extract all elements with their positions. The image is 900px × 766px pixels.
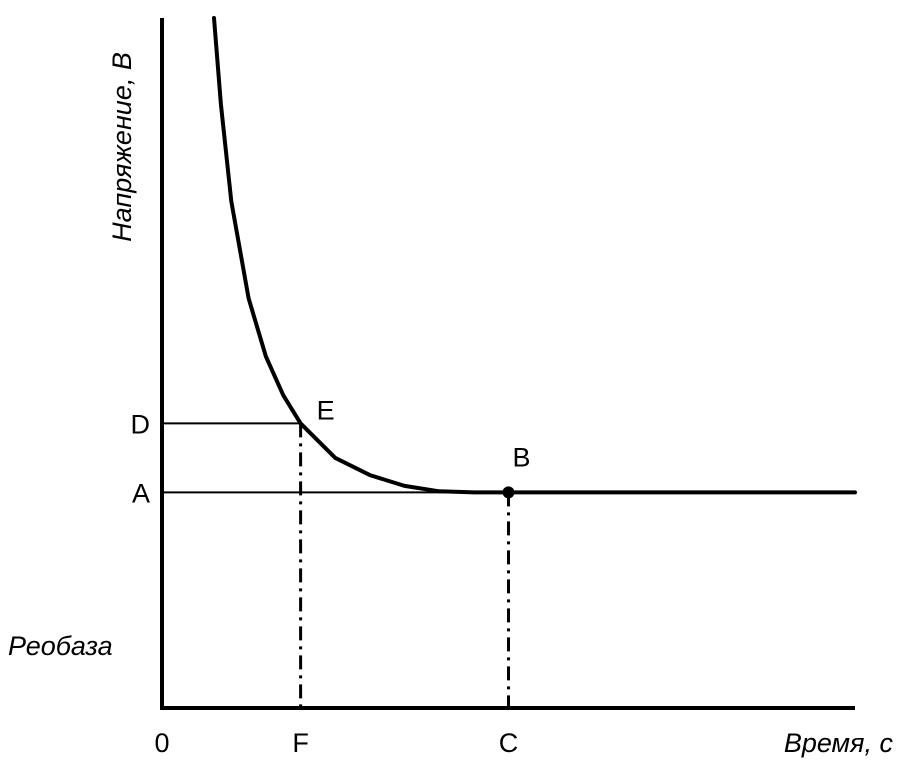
x-axis-label: Время, с: [784, 728, 894, 758]
x-tick-label-0: 0: [154, 728, 169, 758]
point-label-e: E: [317, 395, 335, 425]
point-b-marker: [502, 486, 515, 499]
point-label-b: B: [513, 442, 531, 472]
x-tick-label-f: F: [292, 728, 309, 758]
y-tick-label-a: A: [132, 478, 150, 508]
rheobase-annotation: Реобаза: [8, 631, 113, 661]
strength-duration-curve: [212, 16, 857, 495]
y-tick-label-d: D: [131, 409, 151, 439]
y-axis-label: Напряжение, В: [107, 52, 137, 242]
x-tick-label-c: C: [499, 728, 519, 758]
